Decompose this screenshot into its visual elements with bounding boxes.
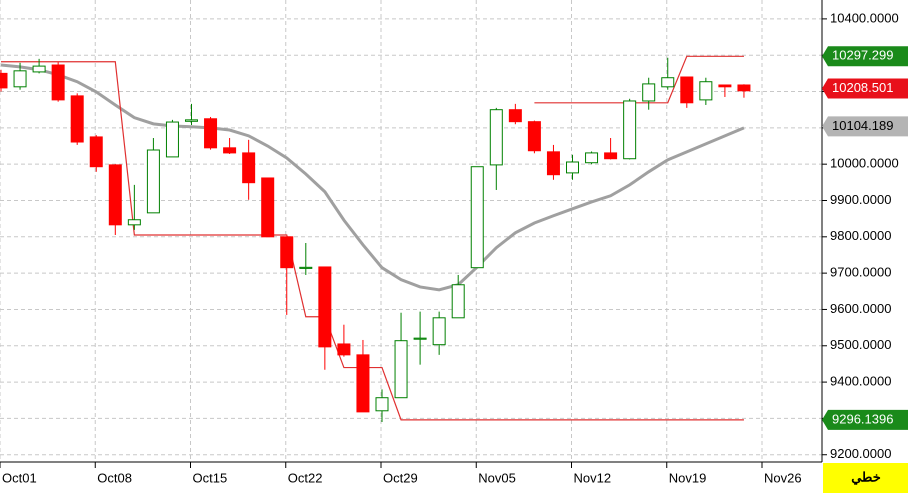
candle-body <box>394 340 408 399</box>
x-tick-label: Oct15 <box>193 470 228 485</box>
candle-body <box>223 147 237 154</box>
y-tick-label: 10400.0000 <box>830 10 899 25</box>
candle-body <box>661 77 675 88</box>
candle-body <box>585 152 599 164</box>
candle-body <box>185 119 198 122</box>
indicator-line <box>1 61 744 421</box>
candle-body <box>432 317 446 346</box>
candle-body <box>642 83 656 102</box>
y-tick-label: 9200.0000 <box>830 446 891 461</box>
y-tick-label: 9900.0000 <box>830 192 891 207</box>
candle-body <box>242 152 256 184</box>
scale-button[interactable] <box>823 463 908 493</box>
candle-body <box>680 76 694 104</box>
x-tick-label: Nov12 <box>574 470 612 485</box>
candle-body <box>566 161 579 174</box>
price-tag <box>822 46 908 67</box>
candle-body <box>204 118 218 149</box>
y-tick-label: 10000.0000 <box>830 156 899 171</box>
candle-body <box>146 149 160 214</box>
candle-body <box>508 109 522 123</box>
candle-body <box>699 81 713 101</box>
x-tick-label: Oct08 <box>97 470 132 485</box>
price-tag-label: 10297.299 <box>832 48 893 63</box>
candle-body <box>604 152 618 160</box>
y-tick-label: 9700.0000 <box>830 265 891 280</box>
candle-body <box>337 343 351 356</box>
candle-body <box>51 64 65 101</box>
candle-body <box>299 266 313 269</box>
x-tick-label: Nov19 <box>669 470 707 485</box>
candle-body <box>280 236 294 269</box>
indicator-line <box>0 63 745 292</box>
candle-body <box>32 65 46 73</box>
x-tick-label: Nov26 <box>764 470 802 485</box>
candle-body <box>718 84 732 88</box>
candle-body <box>470 166 484 269</box>
candle-body <box>451 284 465 319</box>
x-tick-label: Oct29 <box>383 470 418 485</box>
scale-button-label[interactable]: خطي <box>851 469 881 485</box>
candle-body <box>13 70 27 88</box>
candle-body <box>70 95 84 143</box>
price-tag-label: 10208.501 <box>832 80 893 95</box>
indicator-line <box>534 55 744 104</box>
candle-body <box>318 266 332 348</box>
x-tick-label: Oct01 <box>2 470 37 485</box>
candle-body <box>89 136 103 168</box>
candle-body <box>0 72 8 89</box>
price-tag <box>822 116 908 137</box>
candle-body <box>165 121 179 158</box>
candle-body <box>489 109 503 166</box>
candle-body <box>623 100 637 160</box>
y-tick-label: 9400.0000 <box>830 374 891 389</box>
candle-body <box>261 177 275 238</box>
x-tick-label: Oct22 <box>288 470 323 485</box>
candle-body <box>546 151 560 176</box>
x-tick-label: Nov05 <box>478 470 516 485</box>
candle-body <box>356 354 370 413</box>
candle-body <box>413 337 427 340</box>
candle-body <box>737 84 751 92</box>
price-tag-label: 9296.1396 <box>832 411 893 426</box>
y-tick-label: 9500.0000 <box>830 337 891 352</box>
y-tick-label: 9600.0000 <box>830 301 891 316</box>
y-tick-label: 9800.0000 <box>830 228 891 243</box>
candle-body <box>527 121 541 152</box>
price-tag <box>822 409 908 430</box>
candle-body <box>375 397 389 412</box>
candle-body <box>127 219 141 226</box>
price-tag-label: 10104.189 <box>832 118 893 133</box>
price-tag <box>822 78 908 99</box>
candle-body <box>108 164 122 226</box>
